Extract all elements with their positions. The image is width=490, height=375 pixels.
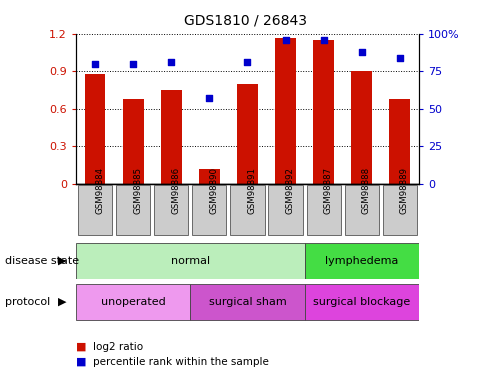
Text: surgical sham: surgical sham (209, 297, 286, 307)
Bar (154, 185, 188, 235)
Bar (122, 99, 144, 184)
Text: unoperated: unoperated (101, 297, 166, 307)
Text: GSM98886: GSM98886 (171, 166, 180, 214)
Bar (351, 71, 372, 184)
Text: log2 ratio: log2 ratio (93, 342, 143, 352)
Text: normal: normal (171, 256, 210, 266)
Bar (305, 284, 419, 320)
Bar (275, 38, 296, 184)
Bar (192, 185, 226, 235)
Point (244, 59, 251, 65)
Bar (116, 185, 150, 235)
Point (129, 61, 137, 67)
Point (282, 37, 290, 43)
Text: GSM98890: GSM98890 (209, 166, 219, 213)
Point (396, 55, 404, 61)
Text: GSM98884: GSM98884 (95, 166, 104, 214)
Bar (161, 90, 182, 184)
Text: GSM98889: GSM98889 (400, 166, 409, 213)
Text: ▶: ▶ (58, 297, 66, 307)
Text: GSM98888: GSM98888 (362, 166, 371, 214)
Bar (237, 84, 258, 184)
Point (320, 37, 328, 43)
Text: ■: ■ (76, 342, 86, 352)
Text: GSM98885: GSM98885 (133, 166, 142, 214)
Bar (313, 40, 334, 184)
Text: surgical blockage: surgical blockage (313, 297, 411, 307)
Bar (307, 185, 341, 235)
Point (205, 95, 213, 101)
Bar (199, 169, 220, 184)
Bar (84, 74, 105, 184)
Point (91, 61, 99, 67)
Text: GSM98892: GSM98892 (286, 166, 294, 213)
Bar (230, 185, 265, 235)
Text: lymphedema: lymphedema (325, 256, 398, 266)
Point (358, 49, 366, 55)
Bar (269, 185, 303, 235)
Text: protocol: protocol (5, 297, 50, 307)
Bar (383, 185, 417, 235)
Text: GDS1810 / 26843: GDS1810 / 26843 (183, 13, 307, 27)
Text: GSM98887: GSM98887 (324, 166, 333, 214)
Text: percentile rank within the sample: percentile rank within the sample (93, 357, 269, 367)
Bar (78, 185, 112, 235)
Text: GSM98891: GSM98891 (247, 166, 256, 213)
Bar (390, 99, 411, 184)
Bar (76, 243, 305, 279)
Bar (344, 185, 379, 235)
Bar (190, 284, 305, 320)
Text: ■: ■ (76, 357, 86, 367)
Bar (305, 243, 419, 279)
Bar (76, 284, 190, 320)
Point (167, 59, 175, 65)
Text: disease state: disease state (5, 256, 79, 266)
Text: ▶: ▶ (58, 256, 66, 266)
